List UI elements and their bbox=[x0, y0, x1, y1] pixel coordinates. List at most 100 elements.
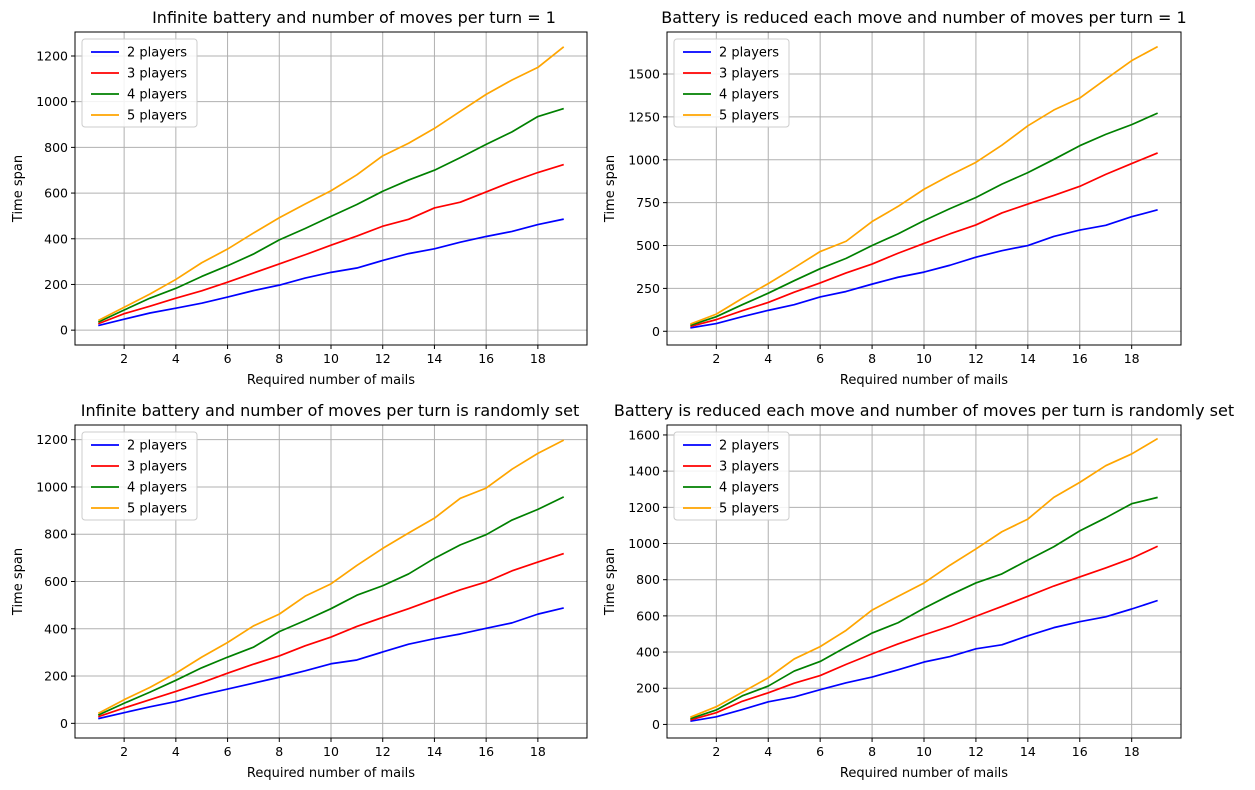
x-tick-label: 16 bbox=[478, 744, 494, 759]
x-tick-label: 18 bbox=[1124, 744, 1140, 759]
x-tick-label: 12 bbox=[375, 351, 391, 366]
y-tick-label: 1200 bbox=[36, 48, 68, 63]
y-tick-label: 800 bbox=[44, 140, 68, 155]
y-tick-label: 1500 bbox=[628, 67, 660, 82]
y-axis-label: Time span bbox=[603, 155, 618, 223]
x-tick-label: 2 bbox=[120, 351, 128, 366]
x-tick-label: 18 bbox=[530, 744, 546, 759]
legend-box bbox=[81, 38, 198, 128]
x-tick-label: 10 bbox=[916, 744, 932, 759]
series-line-3-players bbox=[690, 545, 1158, 721]
series-line-2-players bbox=[98, 218, 564, 327]
x-tick-label: 2 bbox=[120, 744, 128, 759]
y-tick-label: 0 bbox=[652, 717, 660, 732]
y-tick-label: 200 bbox=[636, 681, 660, 696]
chart-title: Battery is reduced each move and number … bbox=[614, 401, 1234, 420]
legend-box bbox=[673, 38, 790, 128]
y-tick-label: 800 bbox=[44, 527, 68, 542]
y-tick-label: 1250 bbox=[628, 109, 660, 124]
x-tick-label: 4 bbox=[172, 744, 180, 759]
chart-panel-2: 2 4 6 8 10 12 14 16 18 0 250 500 750 1000 1250 1500 Batt… bbox=[603, 8, 1187, 388]
x-tick-label: 2 bbox=[712, 351, 720, 366]
x-tick-label: 10 bbox=[323, 351, 339, 366]
x-tick-label: 8 bbox=[868, 744, 876, 759]
x-tick-label: 10 bbox=[323, 744, 339, 759]
legend-box bbox=[81, 431, 198, 521]
x-tick-label: 10 bbox=[916, 351, 932, 366]
y-tick-label: 200 bbox=[44, 669, 68, 684]
y-tick-label: 250 bbox=[636, 281, 660, 296]
x-axis-label: Required number of mails bbox=[247, 373, 415, 388]
y-tick-label: 600 bbox=[44, 186, 68, 201]
series-line-2-players bbox=[690, 599, 1158, 723]
y-tick-label: 1000 bbox=[628, 152, 660, 167]
legend-label: 5 players bbox=[719, 109, 779, 124]
series-line-5-players bbox=[690, 45, 1159, 325]
x-tick-label: 6 bbox=[816, 744, 824, 759]
chart-title: Battery is reduced each move and number … bbox=[661, 8, 1186, 27]
x-axis-label: Required number of mails bbox=[840, 373, 1008, 388]
legend: 2 players 3 players 4 players 5 players bbox=[81, 431, 198, 521]
x-axis-label: Required number of mails bbox=[840, 766, 1008, 781]
legend: 2 players 3 players 4 players 5 players bbox=[673, 431, 790, 521]
series-line-2-players bbox=[98, 607, 564, 720]
chart-title: Infinite battery and number of moves per… bbox=[81, 401, 580, 420]
y-tick-label: 0 bbox=[60, 716, 68, 731]
legend-label: 2 players bbox=[127, 46, 187, 61]
series-line-4-players bbox=[97, 107, 564, 323]
legend-label: 2 players bbox=[719, 439, 779, 454]
x-tick-label: 14 bbox=[426, 351, 442, 366]
x-tick-label: 16 bbox=[478, 351, 494, 366]
x-tick-label: 6 bbox=[224, 351, 232, 366]
x-tick-label: 2 bbox=[712, 744, 720, 759]
legend-label: 4 players bbox=[719, 88, 779, 103]
y-axis-label: Time span bbox=[11, 548, 26, 616]
y-tick-label: 1400 bbox=[628, 464, 660, 479]
y-tick-label: 500 bbox=[636, 238, 660, 253]
y-tick-label: 200 bbox=[44, 277, 68, 292]
x-tick-label: 18 bbox=[1124, 351, 1140, 366]
series-line-4-players bbox=[97, 496, 565, 716]
y-tick-label: 1000 bbox=[36, 479, 68, 494]
x-tick-label: 8 bbox=[275, 351, 283, 366]
y-tick-label: 1000 bbox=[36, 94, 68, 109]
y-tick-label: 800 bbox=[636, 572, 660, 587]
chart-panel-4: 2 4 6 8 10 12 14 16 18 0 200 400 600 800 1000 1200 1400 1… bbox=[603, 401, 1234, 781]
x-tick-label: 14 bbox=[426, 744, 442, 759]
x-tick-label: 18 bbox=[530, 351, 546, 366]
x-tick-label: 14 bbox=[1020, 744, 1036, 759]
chart-panel-1: 2 4 6 8 10 12 14 16 18 0 200 400 600 800 1000 1200 Infin… bbox=[11, 8, 588, 388]
series-line-5-players bbox=[97, 439, 565, 715]
series-line-4-players bbox=[690, 496, 1158, 720]
legend: 2 players 3 players 4 players 5 players bbox=[673, 38, 790, 128]
series-line-4-players bbox=[690, 112, 1158, 327]
legend-label: 3 players bbox=[719, 67, 779, 82]
series-line-3-players bbox=[97, 552, 564, 718]
y-tick-label: 400 bbox=[44, 231, 68, 246]
y-tick-label: 600 bbox=[636, 608, 660, 623]
y-tick-label: 400 bbox=[44, 621, 68, 636]
x-tick-label: 6 bbox=[816, 351, 824, 366]
y-tick-label: 0 bbox=[60, 323, 68, 338]
x-axis-label: Required number of mails bbox=[247, 766, 415, 781]
y-axis-label: Time span bbox=[603, 548, 618, 616]
x-tick-label: 14 bbox=[1020, 351, 1036, 366]
legend-label: 3 players bbox=[719, 460, 779, 475]
y-tick-label: 1200 bbox=[628, 500, 660, 515]
legend-label: 5 players bbox=[127, 109, 187, 124]
legend-label: 5 players bbox=[719, 502, 779, 517]
x-tick-label: 8 bbox=[868, 351, 876, 366]
legend-label: 2 players bbox=[719, 46, 779, 61]
legend-label: 4 players bbox=[127, 481, 187, 496]
y-tick-label: 1000 bbox=[628, 536, 660, 551]
series-line-2-players bbox=[690, 209, 1158, 329]
y-tick-label: 400 bbox=[636, 645, 660, 660]
series-line-3-players bbox=[690, 152, 1158, 328]
y-tick-label: 1600 bbox=[628, 427, 660, 442]
y-tick-label: 750 bbox=[636, 195, 660, 210]
y-tick-label: 600 bbox=[44, 574, 68, 589]
legend-label: 5 players bbox=[127, 502, 187, 517]
x-tick-label: 4 bbox=[764, 351, 772, 366]
y-tick-label: 1200 bbox=[36, 432, 68, 447]
